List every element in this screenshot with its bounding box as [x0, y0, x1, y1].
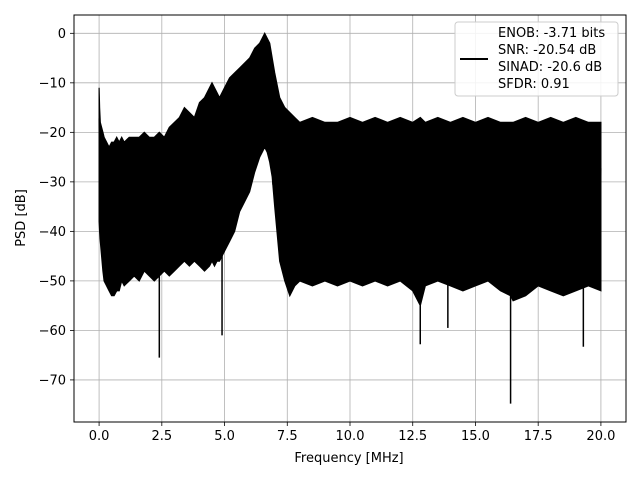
x-tick-label: 10.0 — [336, 429, 365, 444]
legend-sinad: SINAD: -20.6 dB — [498, 60, 602, 75]
legend: ENOB: -3.71 bits SNR: -20.54 dB SINAD: -… — [454, 21, 619, 97]
x-tick-label: 0.0 — [89, 429, 110, 444]
x-tick-label: 2.5 — [151, 429, 172, 444]
plot-area — [98, 31, 602, 404]
legend-sfdr: SFDR: 0.91 — [498, 77, 570, 92]
x-axis-ticks: 0.0 2.5 5.0 7.5 10.0 12.5 15.0 17.5 20.0 — [89, 422, 615, 444]
y-tick-label: −60 — [39, 324, 66, 339]
y-tick-label: −20 — [39, 126, 66, 141]
x-tick-label: 20.0 — [586, 429, 615, 444]
y-axis-label: PSD [dB] — [14, 189, 29, 247]
y-axis-ticks: 0 −10 −20 −30 −40 −50 −60 −70 — [39, 27, 74, 388]
y-tick-label: 0 — [58, 27, 66, 42]
y-tick-label: −70 — [39, 373, 66, 388]
x-tick-label: 15.0 — [461, 429, 490, 444]
x-tick-label: 17.5 — [524, 429, 553, 444]
x-tick-label: 5.0 — [214, 429, 235, 444]
legend-snr: SNR: -20.54 dB — [498, 43, 596, 58]
legend-box — [454, 21, 619, 97]
x-tick-label: 12.5 — [398, 429, 427, 444]
x-axis-label: Frequency [MHz] — [294, 451, 403, 466]
x-tick-label: 7.5 — [277, 429, 298, 444]
y-tick-label: −10 — [39, 76, 66, 91]
y-tick-label: −50 — [39, 274, 66, 289]
legend-enob: ENOB: -3.71 bits — [498, 26, 605, 41]
y-tick-label: −40 — [39, 225, 66, 240]
psd-series-trace — [98, 47, 602, 304]
y-tick-label: −30 — [39, 175, 66, 190]
